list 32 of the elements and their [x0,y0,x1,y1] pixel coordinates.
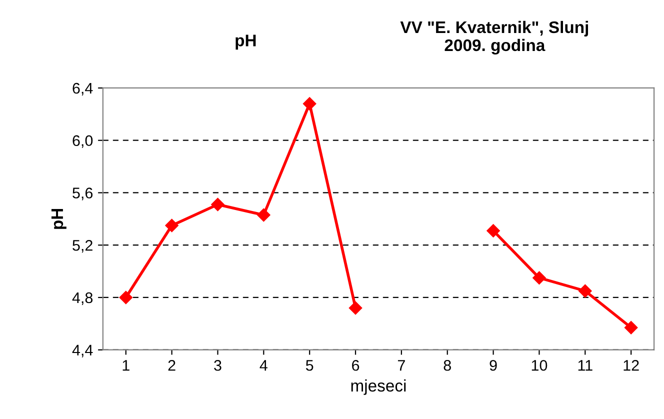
point [532,271,546,284]
x-tick-label: 4 [260,360,268,371]
y-tick-label: 4,4 [72,344,93,358]
x-tick-label: 12 [624,360,639,371]
point [624,321,638,334]
chart-title: pH [236,34,256,50]
x-tick-label: 10 [532,360,548,371]
point [486,224,500,238]
x-tick-label: 6 [352,360,360,371]
x-tick-label: 5 [306,360,314,371]
point [257,208,270,222]
point [578,284,592,298]
x-tick-label: 11 [578,360,592,371]
x-tick-label: 3 [214,360,222,371]
x-tick-label: 9 [490,360,497,371]
point [348,301,362,315]
x-axis-title: mjeseci [351,379,406,395]
point [165,218,178,232]
y-tick-label: 4,8 [72,292,93,305]
y-tick-label: 6,0 [72,135,93,148]
y-axis-title: pH [51,208,66,229]
point [303,97,316,110]
x-tick-label: 7 [398,360,405,371]
y-tick-label: 5,2 [72,240,92,253]
point [119,290,132,304]
x-tick-label: 1 [122,360,130,371]
y-tick-label: 5,6 [72,188,93,200]
y-tick-label: 6,4 [72,82,93,96]
text: VV "E. Kvaternik", Slunj 2009. godina [400,20,588,54]
x-tick-label: 8 [444,360,451,371]
point [211,198,224,212]
x-tick-label: 2 [168,360,176,371]
